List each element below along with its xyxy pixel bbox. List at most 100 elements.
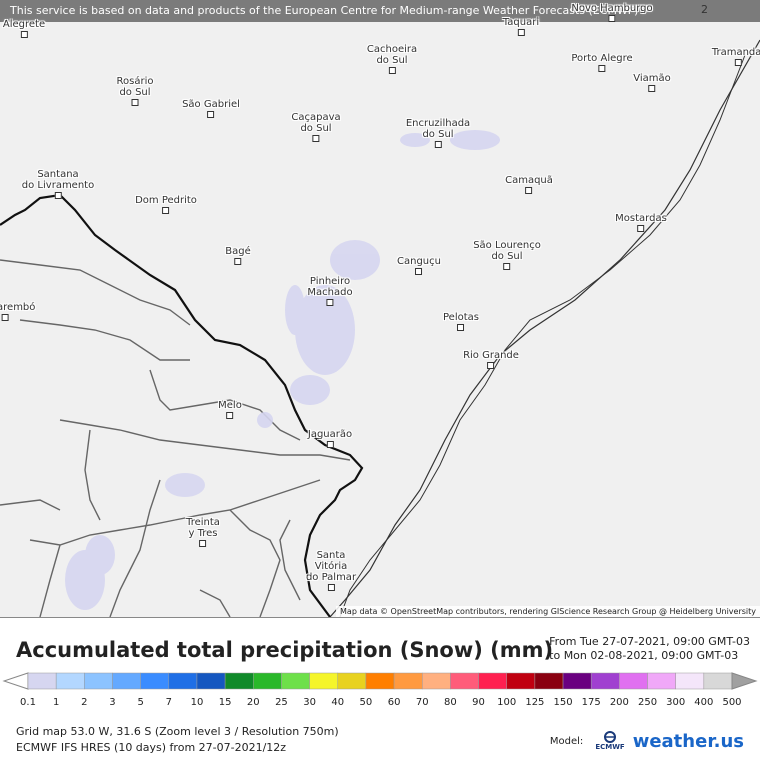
city-pelotas[interactable]: Pelotas [443,312,479,331]
city-alegrete[interactable]: Alegrete [3,19,45,38]
model-label: Model: [549,735,584,747]
city-rio-grande[interactable]: Rio Grande [463,350,519,369]
city-marker [54,192,62,199]
city-cangucu[interactable]: Canguçu [397,256,441,275]
city-label: Pelotas [443,312,479,323]
legend-swatch [224,672,254,690]
city-label: Canguçu [397,256,441,267]
city-rosario-do-sul[interactable]: Rosário do Sul [117,76,153,106]
city-encruzilhada-do-sul[interactable]: Encruzilhada do Sul [406,118,470,148]
legend-tick-label: 500 [722,697,742,708]
city-taquari[interactable]: Taquari [503,17,539,36]
city-marker [327,584,335,591]
snow-patches [65,130,500,610]
city-marker [388,67,396,74]
city-marker [326,299,334,306]
city-label: Viamão [633,73,671,84]
date-from: From Tue 27-07-2021, 09:00 GMT-03 [549,635,750,648]
city-cachoeira-do-sul[interactable]: Cachoeira do Sul [367,44,417,74]
color-scale-bar [2,672,758,690]
color-scale-labels: 0.1 1 2 3 5 7 10 15 20 25 30 40 50 60 70 80 90 100 125 150 1… [0,697,760,711]
city-bage[interactable]: Bagé [225,246,251,265]
legend-swatch [421,672,451,690]
date-range: From Tue 27-07-2021, 09:00 GMT-03 to Mon… [549,635,750,663]
map-area[interactable]: This service is based on data and produc… [0,0,760,618]
city-marker [234,258,242,265]
city-tramandai[interactable]: Tramandaí [712,47,760,66]
legend-swatch [703,672,733,690]
legend-tick-label: 400 [694,697,714,708]
department-borders [0,259,351,617]
city-cacapava-do-sul[interactable]: Caçapava do Sul [291,112,341,142]
city-marker [457,324,465,331]
legend-tick-label: 50 [359,697,373,708]
city-sao-gabriel[interactable]: São Gabriel [182,99,240,118]
city-santana-do-livramento[interactable]: Santana do Livramento [22,169,94,199]
city-label: Mostardas [615,213,667,224]
legend-tick-label: 250 [637,697,658,708]
city-label: Tramandaí [711,47,760,58]
city-marker [503,263,511,270]
legend-swatch [478,672,507,690]
legend-swatch [337,672,367,690]
city-label: Bagé [225,246,251,257]
legend-tick-label: 15 [218,697,232,708]
city-marker [20,31,28,38]
city-marker [415,268,423,275]
city-jaguarao[interactable]: Jaguarão [308,429,352,448]
legend-tick-label: 200 [609,697,629,708]
legend-swatch [393,672,423,690]
legend-tick-label: 150 [553,697,573,708]
legend-tick-label: 90 [472,697,485,708]
city-label: Porto Alegre [571,53,633,64]
coastline [329,39,760,617]
legend-swatch [590,672,620,690]
city-sao-lourenco-do-sul[interactable]: São Lourenço do Sul [473,240,541,270]
legend-tick-label: 100 [497,697,517,708]
city-label: Dom Pedrito [135,195,197,206]
city-camaqua[interactable]: Camaquã [505,175,553,194]
legend-swatch [619,672,648,690]
legend-swatch [365,672,395,690]
map-attribution[interactable]: Map data © OpenStreetMap contributors, r… [336,606,760,617]
legend-swatch [140,672,170,690]
legend-tick-label: 3 [109,697,116,708]
city-label: Santana do Livramento [21,169,95,191]
city-marker [525,187,533,194]
city-label: São Gabriel [182,99,240,110]
city-marker [1,314,9,321]
legend-swatch [675,672,705,690]
city-marker [648,85,656,92]
city-marker [734,59,742,66]
city-santa-vitoria-do-palmar[interactable]: Santa Vitória do Palmar [306,550,356,591]
city-marker [207,111,215,118]
lagoon-shore [339,54,746,617]
city-pinheiro-machado[interactable]: Pinheiro Machado [307,276,353,306]
legend-swatch [562,672,592,690]
city-marker [637,225,645,232]
city-mostardas[interactable]: Mostardas [615,213,667,232]
legend-tick-label: 20 [246,697,260,708]
footer-info: Grid map 53.0 W, 31.6 S (Zoom level 3 / … [16,724,339,756]
city-marker [608,15,616,22]
city-viamao[interactable]: Viamão [633,73,671,92]
legend-tick-label: 7 [165,697,172,708]
city-melo[interactable]: Melo [218,400,242,419]
city-novo-hamburgo[interactable]: Novo Hamburgo [571,3,653,22]
legend-title: Accumulated total precipitation (Snow) (… [16,638,554,662]
city-treinta-y-tres[interactable]: Treinta y Tres [186,517,220,547]
date-to: to Mon 02-08-2021, 09:00 GMT-03 [549,649,739,662]
city-dom-pedrito[interactable]: Dom Pedrito [135,195,197,214]
border-brazil-uruguay [0,193,364,617]
city-porto-alegre[interactable]: Porto Alegre [571,53,633,72]
legend-swatch [112,672,141,690]
city-label: Treinta y Tres [186,517,220,539]
weather-us-logo[interactable]: weather.us [632,730,744,752]
city-marker [162,207,170,214]
ecmwf-logo-icon [604,731,616,743]
city-marker [434,141,442,148]
city-tacuarembo[interactable]: Tacuarembó [0,302,35,321]
city-label: Rio Grande [463,350,519,361]
city-label: Novo Hamburgo [571,3,653,14]
city-marker [226,412,234,419]
